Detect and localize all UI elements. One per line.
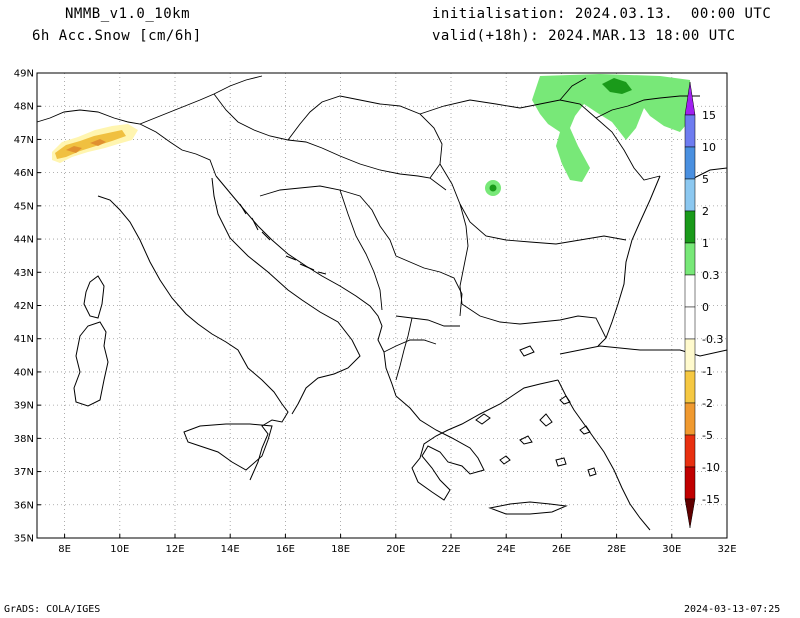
lat-label: 37N	[14, 467, 34, 478]
lat-label: 49N	[14, 69, 34, 80]
lat-label: 45N	[14, 201, 34, 212]
lon-label: 12E	[165, 544, 184, 555]
colorbar-label: -0.3	[702, 333, 723, 346]
lon-label: 26E	[552, 544, 571, 555]
colorbar-label: 5	[702, 173, 709, 186]
lon-label: 16E	[276, 544, 295, 555]
colorbar-label: 0	[702, 301, 709, 314]
bosnia-montenegro-borders	[339, 189, 463, 317]
lat-label: 41N	[14, 334, 34, 345]
lat-label: 40N	[14, 367, 34, 378]
ukraine-snow-moderate	[602, 78, 632, 94]
lat-label: 43N	[14, 268, 34, 279]
lat-label: 48N	[14, 102, 34, 113]
ukraine-snow-light	[532, 74, 692, 182]
lon-label: 18E	[331, 544, 350, 555]
alpine-borders	[36, 109, 217, 177]
sicily	[183, 423, 273, 471]
init-time: initialisation: 2024.03.13. 00:00 UTC	[432, 6, 772, 22]
timestamp: 2024-03-13-07:25	[684, 604, 781, 615]
serbia-snow-moderate	[489, 184, 497, 192]
colorbar-label: -5	[702, 429, 713, 442]
bulgaria-borders	[459, 203, 607, 339]
colorbar-segment	[684, 114, 696, 148]
colorbar-label: 15	[702, 109, 716, 122]
greece-coast	[395, 379, 559, 501]
romania-borders	[419, 99, 661, 181]
corsica	[83, 275, 105, 319]
danube-border	[439, 163, 627, 245]
black-sea-coast	[597, 175, 661, 347]
graticule	[37, 73, 727, 538]
credit: GrADS: COLA/IGES	[4, 604, 101, 615]
borders	[36, 75, 700, 381]
moldova-ukraine-borders	[559, 77, 700, 119]
variable-title: 6h Acc.Snow [cm/6h]	[32, 28, 202, 44]
croatian-islands	[239, 203, 327, 275]
lat-label: 44N	[14, 235, 34, 246]
colorbar-segment	[684, 402, 696, 436]
lat-label: 42N	[14, 301, 34, 312]
macedonia-albania-borders	[383, 315, 460, 381]
colorbar-label: -2	[702, 397, 713, 410]
lon-label: 10E	[110, 544, 129, 555]
colorbar-label: -10	[702, 461, 720, 474]
colorbar: 15 10 5 2 1 0.3 0 -0.3 -1 -2 -5 -10 -15	[684, 81, 723, 529]
lon-label: 22E	[441, 544, 460, 555]
hungary-borders	[287, 95, 443, 179]
colorbar-segment	[684, 210, 696, 244]
colorbar-segment	[684, 274, 696, 308]
aegean-islands	[475, 345, 597, 477]
colorbar-label: -15	[702, 493, 720, 506]
lat-label: 38N	[14, 434, 34, 445]
colorbar-segment	[684, 338, 696, 372]
colorbar-segment	[684, 466, 696, 500]
colorbar-label: 0.3	[702, 269, 720, 282]
sardinia	[73, 321, 109, 407]
serbia-croatia-borders	[259, 147, 447, 257]
lat-label: 39N	[14, 401, 34, 412]
colorbar-segment	[684, 178, 696, 212]
central-europe-borders	[139, 75, 323, 149]
latitude-labels: 35N 36N 37N 38N 39N 40N 41N 42N 43N 44N 45N 46N 47N 4…	[14, 69, 41, 545]
model-title: NMMB_v1.0_10km	[65, 6, 191, 22]
colorbar-segment	[684, 370, 696, 404]
snow-fields	[52, 74, 692, 196]
colorbar-segment	[684, 146, 696, 180]
colorbar-label: 2	[702, 205, 709, 218]
alps-snow-heavy	[66, 139, 106, 153]
lon-label: 28E	[607, 544, 626, 555]
colorbar-segment	[684, 434, 696, 468]
lon-label: 8E	[58, 544, 71, 555]
longitude-labels: 8E 10E 12E 14E 16E 18E 20E 22E 24E 26E 28E 30E 32E	[58, 534, 737, 555]
colorbar-segment	[684, 306, 696, 340]
lon-label: 20E	[386, 544, 405, 555]
colorbar-label: 1	[702, 237, 709, 250]
lat-label: 36N	[14, 500, 34, 511]
lat-label: 47N	[14, 135, 34, 146]
italy-east-coast	[211, 177, 361, 415]
lon-label: 14E	[221, 544, 240, 555]
lat-label: 46N	[14, 168, 34, 179]
colorbar-label: 10	[702, 141, 716, 154]
italy-west-coast	[97, 195, 289, 481]
lat-label: 35N	[14, 534, 34, 545]
colorbar-bottom-arrow	[684, 498, 696, 529]
lon-label: 24E	[497, 544, 516, 555]
lon-label: 32E	[717, 544, 736, 555]
valid-time: valid(+18h): 2024.MAR.13 18:00 UTC	[432, 28, 736, 44]
colorbar-segment	[684, 242, 696, 276]
crete	[488, 501, 568, 515]
crimea	[689, 167, 728, 181]
colorbar-label: -1	[702, 365, 713, 378]
lon-label: 30E	[662, 544, 681, 555]
